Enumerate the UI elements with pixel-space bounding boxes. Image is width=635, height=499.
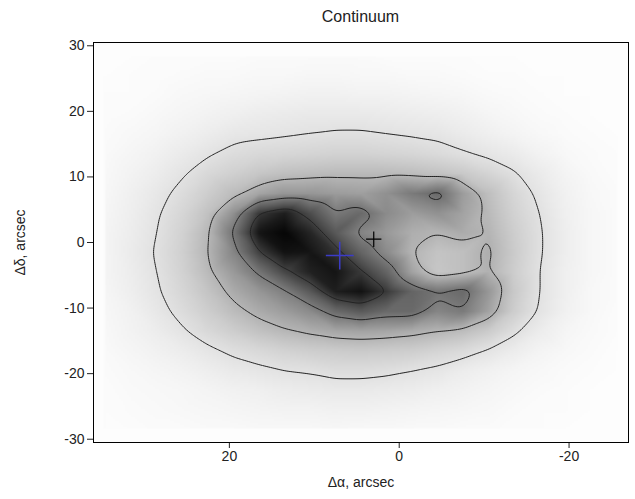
svg-text:-30: -30 [64, 431, 84, 447]
svg-text:20: 20 [222, 448, 238, 464]
svg-text:20: 20 [69, 103, 85, 119]
svg-text:Δδ, arcsec: Δδ, arcsec [12, 209, 28, 275]
svg-text:30: 30 [69, 37, 85, 53]
svg-text:Δα, arcsec: Δα, arcsec [328, 474, 394, 490]
svg-text:-20: -20 [64, 365, 84, 381]
svg-text:0: 0 [395, 448, 403, 464]
svg-text:0: 0 [77, 234, 85, 250]
svg-text:-10: -10 [64, 300, 84, 316]
svg-text:-20: -20 [559, 448, 579, 464]
svg-text:10: 10 [69, 168, 85, 184]
html-text:Continuum: Continuum [321, 8, 400, 25]
